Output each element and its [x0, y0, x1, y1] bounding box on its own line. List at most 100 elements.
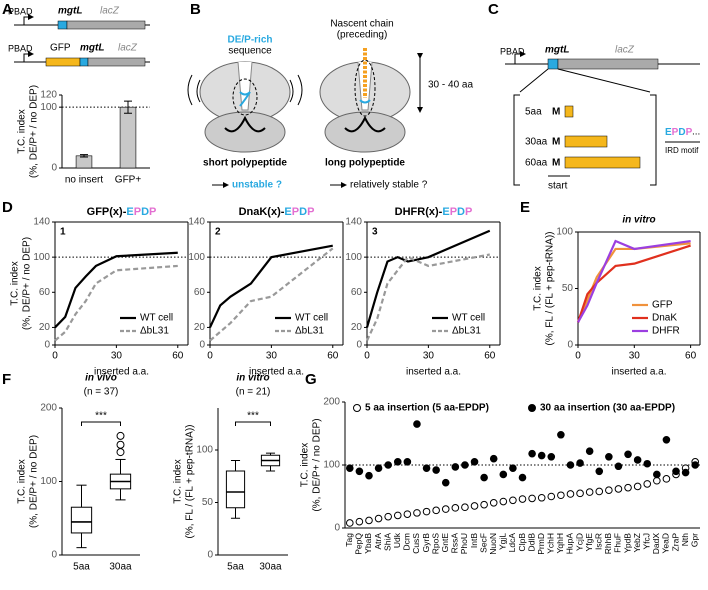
long-fate: relatively stable ?: [350, 180, 428, 191]
point: [624, 483, 632, 492]
x-tick-label: GntE: [440, 533, 450, 553]
point: [480, 473, 488, 482]
point: [432, 466, 440, 474]
point: [528, 494, 536, 503]
bar: [119, 106, 137, 169]
y-axis-label: T.C. index: [17, 109, 28, 153]
x-tick-label: RpoS: [430, 533, 440, 555]
x-tick-label: 60: [685, 351, 697, 362]
length-label: 30 - 40 aa: [428, 80, 473, 91]
legend-label: ΔbL31: [295, 326, 324, 337]
point: [528, 449, 536, 458]
chart-subtitle: (n = 37): [84, 387, 119, 398]
panel-letter: A: [2, 1, 13, 18]
chain-label: (preceding): [337, 30, 388, 41]
chart-subtitle: (n = 21): [236, 387, 271, 398]
point: [374, 464, 383, 472]
point: [393, 458, 402, 466]
motif-letter: E: [284, 206, 291, 218]
motif-letter: P: [134, 206, 141, 218]
x-tick-label: 30: [266, 351, 278, 362]
point: [461, 461, 469, 469]
x-tick-label: YfcJ: [641, 533, 651, 550]
chain-label: Nascent chain: [330, 19, 393, 30]
promoter-label: PBAD: [8, 6, 33, 16]
x-tick-label: 30: [629, 351, 641, 362]
y-tick-label: 100: [345, 252, 362, 263]
point: [595, 467, 604, 476]
x-tick-label: 30: [111, 351, 123, 362]
point: [681, 468, 690, 477]
point: [470, 458, 479, 466]
x-tick-label: 60: [327, 351, 339, 362]
x-axis-label: inserted a.a.: [249, 367, 304, 378]
motif-letter: P: [149, 206, 156, 218]
y-tick-label: 100: [33, 252, 50, 263]
title-text: DnaK(x)-: [239, 206, 285, 218]
point: [509, 464, 517, 472]
point: [624, 450, 632, 459]
error-bar: [124, 100, 132, 114]
x-tick-label: 30aa: [259, 562, 282, 573]
reporter-label: lacZ: [615, 45, 635, 56]
point: [557, 491, 565, 500]
legend-label: ΔbL31: [452, 326, 481, 337]
point: [422, 464, 431, 472]
y-tick-label: 140: [188, 217, 205, 228]
x-tick-label: GyrB: [421, 533, 431, 553]
y-axis-label: (%, DE/P+ / no DEP): [29, 435, 40, 528]
point: [633, 482, 642, 491]
chart-title: in vivo: [85, 373, 117, 384]
y-tick-label: 60: [39, 287, 51, 298]
panel-letter: F: [2, 371, 11, 388]
y-tick-label: 20: [194, 322, 206, 333]
short-label: short polypeptide: [203, 158, 287, 169]
legend-marker: [353, 404, 361, 412]
x-tick-label: YqhH: [555, 533, 565, 553]
point: [662, 475, 671, 483]
line-series: [576, 242, 691, 323]
y-tick-label: 140: [33, 217, 50, 228]
motif-letter: P: [672, 127, 679, 138]
x-tick-label: HupA: [565, 533, 575, 555]
panel-letter: B: [190, 1, 201, 18]
line-series: [577, 239, 691, 323]
x-tick-label: Dcm: [402, 533, 412, 550]
start-codon: M: [552, 137, 560, 148]
chart-title: GFP(x)-EPDP: [87, 206, 157, 218]
y-tick-label: 0: [334, 523, 340, 534]
ellipsis: ...: [692, 127, 700, 138]
motif-name: IRD motif: [665, 146, 699, 155]
x-tick-label: ZraP: [670, 533, 680, 552]
motif-letter: E: [126, 206, 133, 218]
y-tick-label: 0: [199, 340, 205, 351]
x-tick-label: DdlB: [526, 533, 536, 552]
y-tick-label: 200: [323, 397, 340, 408]
point: [489, 499, 498, 507]
line-series: [54, 264, 178, 342]
x-tick-label: 5aa: [73, 562, 90, 573]
insert-label: 30aa: [525, 137, 548, 148]
short-fate: unstable ?: [232, 180, 282, 191]
x-axis-label: inserted a.a.: [94, 367, 149, 378]
x-tick-label: 60: [484, 351, 496, 362]
x-tick-label: YgjL: [498, 533, 508, 550]
x-tick-label: 30: [423, 351, 435, 362]
y-tick-label: 0: [51, 550, 57, 561]
x-tick-label: YebZ: [632, 533, 642, 553]
point: [345, 519, 354, 527]
point: [518, 473, 527, 482]
x-tick-label: Udk: [392, 532, 402, 548]
y-tick-label: 120: [40, 90, 57, 101]
x-tick-label: SecF: [478, 533, 488, 553]
point: [566, 461, 575, 469]
line-series: [576, 244, 691, 323]
point: [537, 451, 546, 460]
x-tick-label: PhoU: [459, 533, 469, 554]
legend-label: WT cell: [452, 313, 485, 324]
motif-letter: P: [307, 206, 314, 218]
box: [225, 470, 246, 509]
outlier: [116, 440, 125, 449]
start-label: start: [548, 181, 568, 192]
y-tick-label: 0: [207, 550, 213, 561]
